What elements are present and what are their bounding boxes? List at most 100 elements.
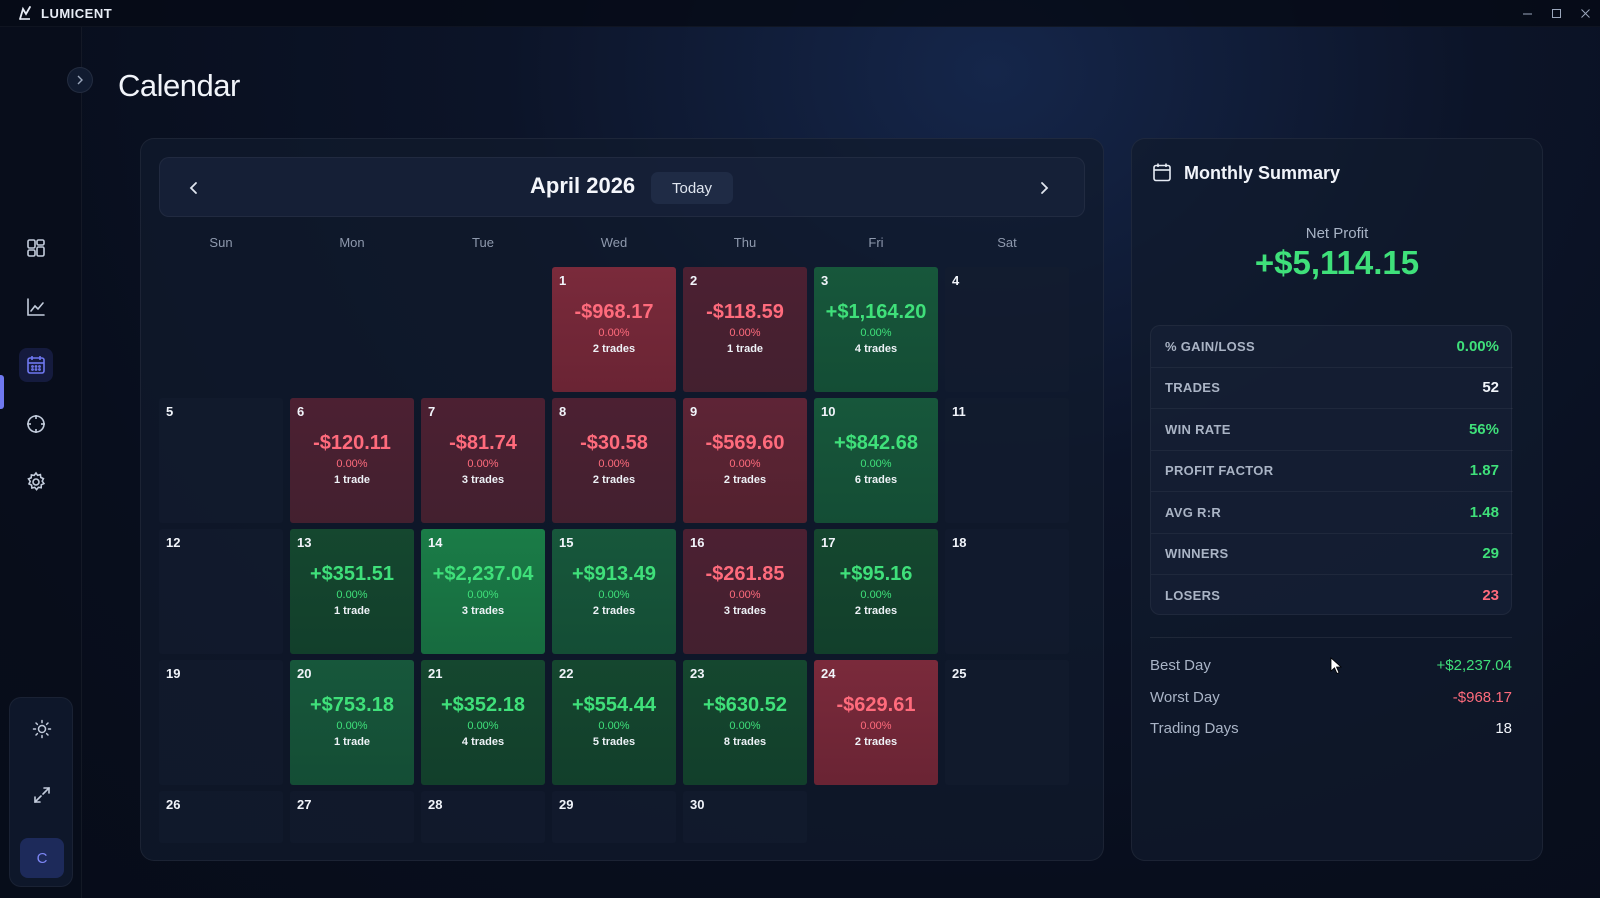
- day-pnl: +$1,164.20: [825, 301, 927, 323]
- stat-value: 29: [1482, 545, 1499, 562]
- day-number: 16: [690, 535, 705, 550]
- previous-month-button[interactable]: [180, 174, 208, 202]
- close-button[interactable]: [1571, 0, 1600, 27]
- day-number: 24: [821, 666, 836, 681]
- day-number: 14: [428, 535, 443, 550]
- calendar-day-cell[interactable]: 7 -$81.74 0.00% 3 trades: [421, 398, 545, 523]
- best-day-label: Best Day: [1150, 657, 1211, 674]
- month-label: April 2026: [530, 173, 636, 198]
- day-number: 30: [690, 797, 705, 812]
- net-profit-value: +$5,114.15: [1254, 244, 1420, 281]
- trading-days-label: Trading Days: [1150, 720, 1239, 737]
- day-number: 25: [952, 666, 967, 681]
- calendar-cell-empty: [290, 267, 414, 392]
- title-bar: LUMICENT: [0, 0, 1600, 27]
- weekday-label: Sat: [997, 235, 1017, 250]
- day-pnl: +$913.49: [572, 563, 656, 585]
- calendar-panel: April 2026 Today Sun Mon Tue Wed Thu Fri…: [140, 138, 1104, 861]
- day-trade-count: 6 trades: [854, 474, 898, 486]
- weekday-label: Tue: [472, 235, 494, 250]
- day-pnl: -$81.74: [449, 432, 517, 454]
- day-trade-count: 4 trades: [854, 343, 898, 355]
- sidebar-expand-button[interactable]: [67, 67, 93, 93]
- calendar-day-cell[interactable]: 11: [945, 398, 1069, 523]
- day-number: 27: [297, 797, 312, 812]
- day-percent: 0.00%: [598, 327, 630, 339]
- calendar-day-cell[interactable]: 18: [945, 529, 1069, 654]
- stat-label: AVG R:R: [1165, 504, 1222, 520]
- calendar-day-cell[interactable]: 29: [552, 791, 676, 843]
- day-number: 20: [297, 666, 312, 681]
- day-pnl: -$118.59: [706, 301, 784, 323]
- calendar-day-cell[interactable]: 6 -$120.11 0.00% 1 trade: [290, 398, 414, 523]
- day-percent: 0.00%: [729, 458, 761, 470]
- sidebar-item-settings[interactable]: [19, 465, 53, 499]
- day-pnl: +$842.68: [834, 432, 918, 454]
- day-number: 11: [952, 404, 966, 419]
- stat-row: LOSERS 23: [1151, 574, 1513, 616]
- calendar-header: April 2026 Today: [159, 157, 1085, 217]
- stat-label: PROFIT FACTOR: [1165, 463, 1274, 479]
- day-pnl: -$30.58: [580, 432, 648, 454]
- calendar-day-cell[interactable]: 23 +$630.52 0.00% 8 trades: [683, 660, 807, 785]
- calendar-day-cell[interactable]: 3 +$1,164.20 0.00% 4 trades: [814, 267, 938, 392]
- day-trade-count: 2 trades: [592, 343, 636, 355]
- sidebar-item-dashboard[interactable]: [19, 231, 53, 265]
- calendar-day-cell[interactable]: 27: [290, 791, 414, 843]
- day-trade-count: 2 trades: [723, 474, 767, 486]
- day-pnl: -$261.85: [705, 563, 785, 585]
- calendar-day-cell[interactable]: 24 -$629.61 0.00% 2 trades: [814, 660, 938, 785]
- calendar-day-cell[interactable]: 10 +$842.68 0.00% 6 trades: [814, 398, 938, 523]
- day-number: 29: [559, 797, 574, 812]
- sun-icon: [32, 719, 52, 739]
- calendar-day-cell[interactable]: 5: [159, 398, 283, 523]
- next-month-button[interactable]: [1030, 174, 1058, 202]
- best-day-row: Best Day +$2,237.04: [1150, 657, 1512, 674]
- calendar-day-cell[interactable]: 13 +$351.51 0.00% 1 trade: [290, 529, 414, 654]
- sidebar-item-target[interactable]: [19, 407, 53, 441]
- calendar-day-cell[interactable]: 20 +$753.18 0.00% 1 trade: [290, 660, 414, 785]
- calendar-day-cell[interactable]: 19: [159, 660, 283, 785]
- day-number: 19: [166, 666, 181, 681]
- calendar-day-cell[interactable]: 21 +$352.18 0.00% 4 trades: [421, 660, 545, 785]
- calendar-day-cell[interactable]: 15 +$913.49 0.00% 2 trades: [552, 529, 676, 654]
- day-number: 7: [428, 404, 436, 419]
- best-day-value: +$2,237.04: [1436, 657, 1513, 674]
- weekday-label: Mon: [339, 235, 365, 250]
- calendar-day-cell[interactable]: 26: [159, 791, 283, 843]
- maximize-button[interactable]: [1542, 0, 1571, 27]
- expand-button[interactable]: [23, 776, 61, 814]
- calendar-day-cell[interactable]: 2 -$118.59 0.00% 1 trade: [683, 267, 807, 392]
- weekday-label: Sun: [209, 235, 233, 250]
- chevron-right-icon: [77, 75, 83, 85]
- worst-day-label: Worst Day: [1150, 689, 1220, 706]
- theme-toggle-button[interactable]: [23, 710, 61, 748]
- calendar-day-cell[interactable]: 30: [683, 791, 807, 843]
- day-percent: 0.00%: [729, 589, 761, 601]
- day-number: 1: [559, 273, 567, 288]
- avatar[interactable]: C: [20, 838, 64, 878]
- calendar-day-cell[interactable]: 4: [945, 267, 1069, 392]
- calendar-day-cell[interactable]: 14 +$2,237.04 0.00% 3 trades: [421, 529, 545, 654]
- day-number: 17: [821, 535, 836, 550]
- sidebar-item-analytics[interactable]: [19, 290, 53, 324]
- calendar-day-cell[interactable]: 1 -$968.17 0.00% 2 trades: [552, 267, 676, 392]
- calendar-day-cell[interactable]: 25: [945, 660, 1069, 785]
- day-trade-count: 1 trade: [333, 605, 371, 617]
- day-trade-count: 2 trades: [592, 474, 636, 486]
- crosshair-icon: [27, 415, 45, 433]
- calendar-day-cell[interactable]: 12: [159, 529, 283, 654]
- app-name: LUMICENT: [41, 5, 113, 21]
- calendar-day-cell[interactable]: 22 +$554.44 0.00% 5 trades: [552, 660, 676, 785]
- calendar-day-cell[interactable]: 16 -$261.85 0.00% 3 trades: [683, 529, 807, 654]
- monthly-summary-panel: Monthly Summary Net Profit +$5,114.15 % …: [1131, 138, 1543, 861]
- calendar-day-cell[interactable]: 9 -$569.60 0.00% 2 trades: [683, 398, 807, 523]
- calendar-day-cell[interactable]: 28: [421, 791, 545, 843]
- day-percent: 0.00%: [860, 458, 892, 470]
- calendar-day-cell[interactable]: 17 +$95.16 0.00% 2 trades: [814, 529, 938, 654]
- sidebar-item-calendar[interactable]: [19, 348, 53, 382]
- minimize-button[interactable]: [1513, 0, 1542, 27]
- today-button[interactable]: Today: [651, 172, 733, 204]
- day-percent: 0.00%: [598, 589, 630, 601]
- calendar-day-cell[interactable]: 8 -$30.58 0.00% 2 trades: [552, 398, 676, 523]
